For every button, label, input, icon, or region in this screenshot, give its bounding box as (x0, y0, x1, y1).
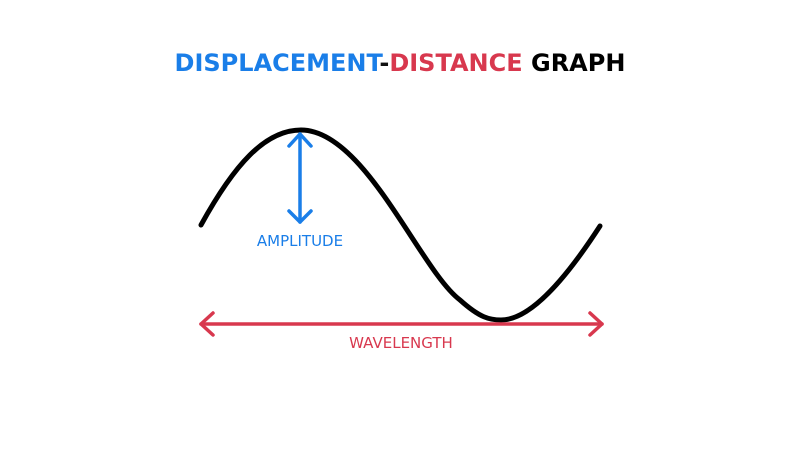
wave-curve (198, 127, 603, 323)
title-displacement: DISPLACEMENT (174, 49, 380, 77)
wavelength-arrow (199, 311, 604, 337)
title-graph: GRAPH (522, 49, 626, 77)
amplitude-arrow (287, 132, 313, 224)
diagram-title: DISPLACEMENT-DISTANCE GRAPH (0, 46, 800, 80)
amplitude-label: AMPLITUDE (257, 232, 343, 250)
wavelength-label: WAVELENGTH (349, 334, 453, 352)
title-separator: - (379, 49, 390, 77)
title-distance: DISTANCE (389, 49, 523, 77)
